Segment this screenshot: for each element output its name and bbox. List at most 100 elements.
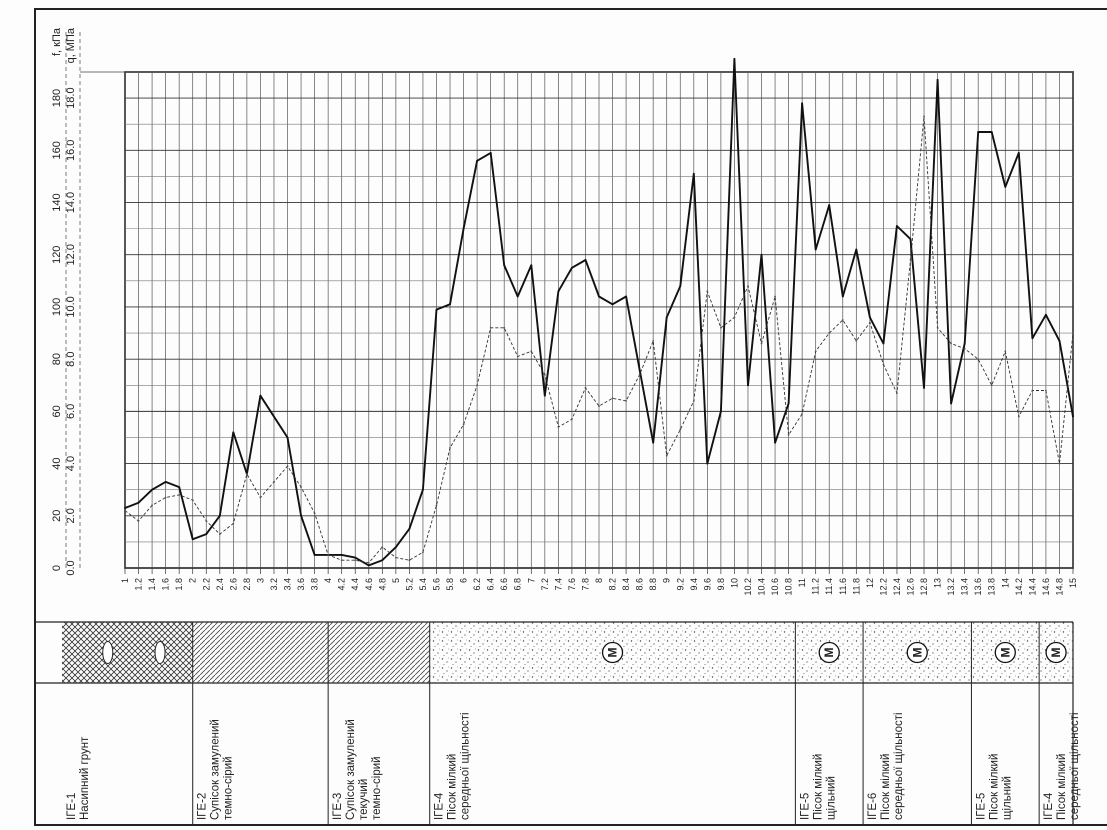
series-point	[124, 509, 126, 512]
series-point	[1017, 152, 1020, 154]
series-point	[489, 152, 492, 154]
depth-tick-label: 13.6	[973, 578, 983, 596]
series-point	[1031, 389, 1034, 392]
series-point	[692, 172, 695, 175]
depth-tick-label: 1.6	[161, 578, 171, 591]
series-point	[408, 527, 411, 530]
series-point	[435, 308, 438, 311]
depth-tick-label: 11.2	[811, 578, 821, 595]
f-tick-label: 100	[51, 298, 63, 316]
depth-tick-label: 5.6	[431, 578, 441, 591]
series-point	[435, 504, 438, 507]
stratum-description: темно-сірий	[223, 756, 235, 820]
depth-tick-label: 2.4	[215, 578, 225, 591]
series-point	[814, 248, 817, 251]
depth-tick-label: 3	[255, 578, 265, 583]
series-point	[571, 266, 573, 269]
depth-tick-label: 10.2	[743, 578, 753, 596]
series-point	[625, 400, 627, 402]
series-point	[977, 131, 980, 133]
depth-tick-label: 11.4	[824, 578, 834, 595]
stratum-description: темно-сірий	[371, 756, 383, 820]
series-point	[692, 400, 695, 402]
series-line-dashed	[124, 115, 1074, 564]
series-point	[828, 204, 831, 207]
series-point	[584, 387, 587, 389]
series-point	[313, 554, 316, 556]
series-point	[571, 418, 573, 421]
series-point	[977, 358, 980, 361]
series-point	[218, 533, 221, 535]
depth-tick-label: 5.2	[404, 578, 414, 591]
depth-tick-label: 8.4	[621, 578, 631, 591]
series-point	[259, 394, 262, 397]
depth-tick-label: 4.8	[377, 578, 387, 591]
f-axis-label: f, кПа	[51, 27, 63, 56]
axis-tick-labels: 1 1.2 1.4 1.6 1.8 2 2.2 2.4 2.6 2.8 3 3.2 3.4 3.6 3.8 4…	[51, 27, 1078, 595]
series-point	[1072, 415, 1074, 418]
series-point	[882, 342, 885, 345]
series-point	[503, 326, 506, 329]
series-point	[395, 556, 397, 559]
series-point	[516, 295, 519, 298]
q-tick-label: 0.0	[65, 560, 77, 575]
series-point	[1004, 350, 1007, 353]
series-point	[354, 559, 357, 562]
f-tick-label: 180	[51, 89, 63, 107]
depth-tick-label: 12.8	[919, 578, 929, 596]
gravel-symbol	[102, 641, 114, 664]
stratum-symbol-text: M	[822, 648, 836, 658]
series-point	[218, 514, 221, 517]
stratum-symbol-text: M	[606, 648, 620, 658]
series-point	[124, 507, 126, 509]
depth-tick-label: 2	[188, 578, 198, 583]
series-point	[787, 434, 790, 436]
series-point	[733, 316, 736, 319]
series-point	[720, 326, 722, 329]
series-point	[638, 368, 641, 371]
stratum-pattern	[328, 622, 430, 683]
f-tick-label: 40	[51, 457, 63, 469]
log-frame	[34, 8, 1107, 826]
series-point	[611, 303, 614, 306]
series-point	[747, 285, 749, 287]
depth-tick-label: 14.2	[1014, 578, 1024, 596]
q-tick-label: 10.0	[65, 296, 77, 317]
stratum-code: ІГЕ-2	[197, 793, 209, 820]
strata-column: ІГЕ-1 Насипний грунт ІГЕ-2 Супісок замулени…	[36, 621, 1081, 826]
f-tick-label: 120	[51, 246, 63, 264]
f-tick-label: 160	[51, 141, 63, 159]
f-tick-label: 140	[51, 193, 63, 211]
gravel-symbol	[154, 641, 166, 664]
depth-tick-label: 4	[323, 578, 333, 583]
series-point	[665, 316, 668, 319]
depth-tick-label: 3.4	[283, 578, 293, 591]
series-point	[476, 159, 478, 162]
stratum-description: Пісок мілкий	[812, 754, 824, 820]
depth-tick-label: 13.4	[960, 578, 970, 596]
depth-tick-label: 9.8	[716, 578, 726, 591]
stratum-description: текучий	[358, 779, 370, 820]
depth-tick-label: 5	[391, 578, 401, 583]
depth-tick-label: 7.4	[553, 578, 563, 591]
series-point	[598, 295, 600, 298]
series-point	[1058, 462, 1061, 465]
series-point	[543, 394, 546, 397]
series-point	[841, 319, 844, 321]
depth-tick-label: 12.2	[878, 578, 888, 596]
depth-tick-label: 9.2	[675, 578, 685, 591]
depth-tick-label: 13.2	[946, 578, 956, 596]
series-point	[395, 546, 397, 548]
series-point	[584, 259, 587, 261]
stratum-symbol-text: M	[1049, 648, 1063, 658]
depth-tick-label: 5.4	[418, 578, 428, 591]
series-point	[909, 238, 912, 241]
stratum-description: Пісок мілкий	[1056, 754, 1068, 820]
depth-tick-label: 12.4	[892, 578, 902, 596]
depth-tick-label: 6	[459, 578, 469, 583]
depth-tick-label: 8.8	[648, 578, 658, 591]
series-point	[178, 494, 181, 496]
series-point	[164, 496, 167, 499]
series-point	[598, 405, 600, 407]
series-point	[273, 481, 275, 483]
